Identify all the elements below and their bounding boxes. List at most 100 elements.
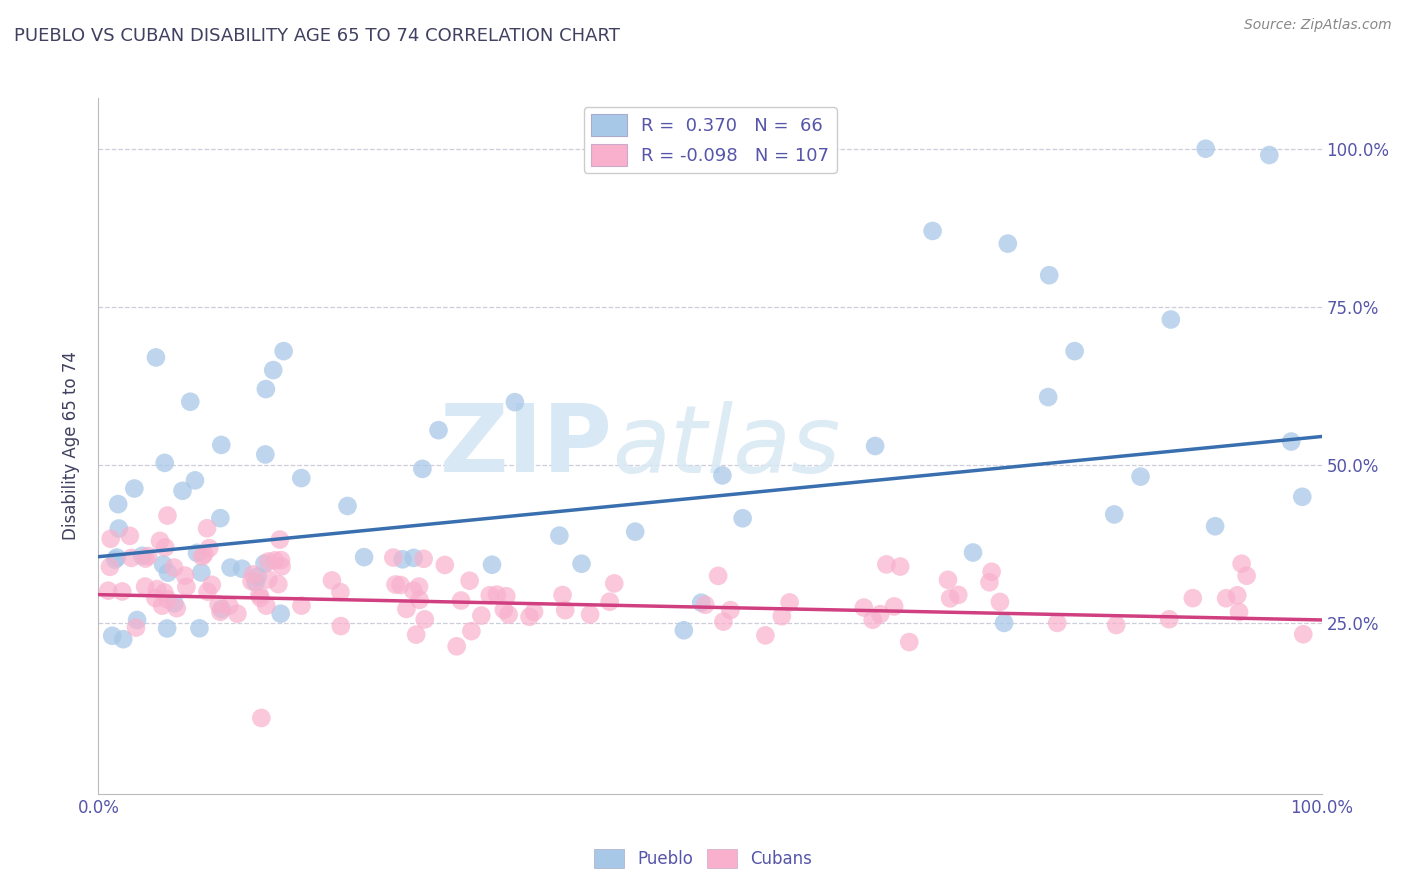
Point (134, 580, 156, 594)
Point (111, 584, 134, 599)
Point (503, 395, 526, 409)
Point (1036, 390, 1059, 404)
Point (101, 629, 124, 643)
Point (190, 566, 212, 580)
Text: atlas: atlas (612, 401, 841, 491)
Point (270, 607, 292, 621)
Point (1105, 618, 1128, 632)
Point (193, 547, 215, 561)
Point (270, 553, 292, 567)
Point (1230, 557, 1253, 571)
Point (336, 499, 359, 513)
Point (155, 541, 177, 555)
Point (231, 562, 253, 576)
Point (852, 600, 875, 615)
Point (402, 583, 425, 598)
Point (384, 577, 406, 591)
Point (1226, 588, 1249, 602)
Point (446, 640, 468, 654)
Point (551, 588, 574, 602)
Point (207, 597, 229, 611)
Point (481, 558, 503, 572)
Point (257, 555, 280, 569)
Point (939, 591, 962, 606)
Point (105, 550, 128, 565)
Point (579, 607, 602, 622)
Point (253, 557, 276, 571)
Point (1227, 605, 1250, 619)
Point (408, 580, 430, 594)
Point (1204, 519, 1226, 533)
Point (863, 439, 886, 453)
Point (478, 588, 501, 602)
Point (211, 602, 233, 616)
Point (125, 621, 148, 635)
Point (405, 627, 427, 641)
Point (179, 394, 201, 409)
Point (495, 589, 517, 603)
Point (146, 582, 169, 596)
Point (672, 624, 695, 638)
Point (270, 559, 292, 574)
Point (754, 628, 776, 642)
Point (485, 588, 508, 602)
Point (254, 382, 277, 396)
Point (163, 596, 186, 610)
Point (458, 574, 481, 588)
Point (118, 529, 141, 543)
Point (979, 575, 1001, 590)
Point (226, 607, 249, 621)
Point (695, 598, 717, 612)
Point (571, 557, 593, 571)
Point (898, 635, 921, 649)
Point (321, 574, 343, 588)
Point (391, 552, 413, 566)
Point (492, 603, 515, 617)
Point (713, 615, 735, 629)
Point (250, 711, 273, 725)
Point (875, 558, 897, 572)
Point (112, 632, 135, 647)
Point (402, 550, 425, 565)
Point (209, 511, 232, 525)
Point (599, 595, 621, 609)
Point (267, 577, 290, 591)
Point (779, 595, 801, 609)
Point (1038, 268, 1060, 283)
Point (395, 602, 418, 616)
Point (1291, 490, 1313, 504)
Point (269, 533, 291, 547)
Point (150, 599, 173, 613)
Point (257, 573, 280, 587)
Y-axis label: Disability Age 65 to 74: Disability Age 65 to 74 (62, 351, 80, 541)
Point (153, 456, 176, 470)
Point (176, 580, 198, 594)
Point (921, 224, 943, 238)
Point (988, 595, 1011, 609)
Point (156, 508, 179, 523)
Point (156, 592, 179, 607)
Point (197, 584, 219, 599)
Text: ZIP: ZIP (439, 400, 612, 492)
Point (707, 569, 730, 583)
Point (862, 613, 884, 627)
Point (450, 593, 472, 607)
Point (433, 558, 456, 572)
Point (980, 565, 1002, 579)
Point (329, 619, 352, 633)
Point (97, 583, 120, 598)
Point (245, 575, 267, 590)
Point (1129, 469, 1152, 483)
Point (184, 474, 207, 488)
Point (1159, 612, 1181, 626)
Point (149, 533, 172, 548)
Point (498, 607, 520, 622)
Point (883, 599, 905, 614)
Point (156, 622, 179, 636)
Point (1292, 627, 1315, 641)
Point (290, 599, 312, 613)
Point (382, 550, 405, 565)
Point (209, 605, 232, 619)
Point (174, 568, 197, 582)
Point (209, 438, 232, 452)
